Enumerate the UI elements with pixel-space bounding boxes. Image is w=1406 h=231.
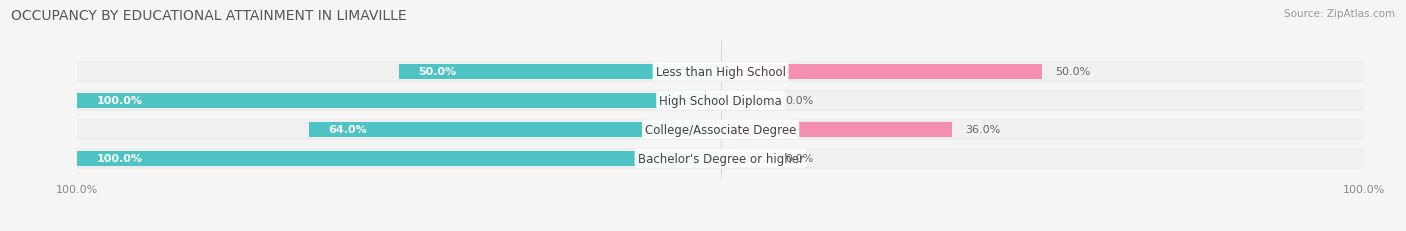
- Text: College/Associate Degree: College/Associate Degree: [645, 123, 796, 136]
- Text: 0.0%: 0.0%: [785, 154, 813, 164]
- Bar: [721, 64, 1042, 79]
- Text: OCCUPANCY BY EDUCATIONAL ATTAINMENT IN LIMAVILLE: OCCUPANCY BY EDUCATIONAL ATTAINMENT IN L…: [11, 9, 406, 23]
- Text: 64.0%: 64.0%: [328, 125, 367, 135]
- Bar: [77, 63, 1364, 81]
- Text: Bachelor's Degree or higher: Bachelor's Degree or higher: [637, 152, 804, 165]
- Bar: [77, 148, 1364, 169]
- Text: 0.0%: 0.0%: [785, 96, 813, 106]
- Bar: [77, 61, 1364, 82]
- Text: 50.0%: 50.0%: [1054, 67, 1090, 77]
- Bar: [77, 119, 1364, 140]
- Bar: [721, 122, 952, 137]
- Text: 36.0%: 36.0%: [965, 125, 1000, 135]
- Text: Source: ZipAtlas.com: Source: ZipAtlas.com: [1284, 9, 1395, 19]
- Bar: [721, 151, 772, 166]
- Text: 100.0%: 100.0%: [97, 96, 142, 106]
- Text: Less than High School: Less than High School: [655, 65, 786, 78]
- Bar: [721, 93, 772, 108]
- Bar: [399, 64, 721, 79]
- Text: High School Diploma: High School Diploma: [659, 94, 782, 107]
- Bar: [309, 122, 721, 137]
- Bar: [77, 93, 721, 108]
- Bar: [77, 151, 721, 166]
- Text: 100.0%: 100.0%: [97, 154, 142, 164]
- Bar: [77, 92, 1364, 110]
- Bar: [77, 150, 1364, 167]
- Bar: [77, 121, 1364, 139]
- Bar: [77, 90, 1364, 111]
- Text: 50.0%: 50.0%: [418, 67, 457, 77]
